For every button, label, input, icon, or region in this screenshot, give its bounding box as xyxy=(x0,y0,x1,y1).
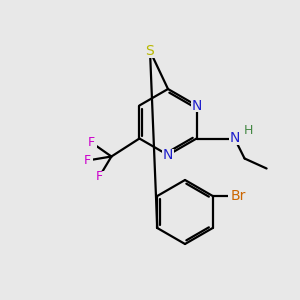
Text: F: F xyxy=(84,154,91,167)
Text: S: S xyxy=(146,44,154,58)
FancyBboxPatch shape xyxy=(229,133,241,145)
FancyBboxPatch shape xyxy=(190,100,202,112)
Text: F: F xyxy=(88,136,95,149)
Text: N: N xyxy=(191,98,202,112)
Text: H: H xyxy=(244,124,253,137)
Text: F: F xyxy=(96,170,103,183)
FancyBboxPatch shape xyxy=(243,124,255,136)
FancyBboxPatch shape xyxy=(82,155,93,166)
FancyBboxPatch shape xyxy=(228,190,250,202)
Text: N: N xyxy=(163,148,173,162)
Text: N: N xyxy=(230,131,240,146)
Text: Br: Br xyxy=(231,189,246,203)
FancyBboxPatch shape xyxy=(94,171,105,182)
FancyBboxPatch shape xyxy=(162,149,174,161)
FancyBboxPatch shape xyxy=(143,44,157,58)
FancyBboxPatch shape xyxy=(86,137,97,148)
